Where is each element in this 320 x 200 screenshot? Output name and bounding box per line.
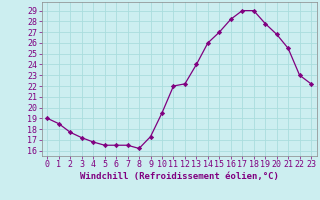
X-axis label: Windchill (Refroidissement éolien,°C): Windchill (Refroidissement éolien,°C)	[80, 172, 279, 181]
